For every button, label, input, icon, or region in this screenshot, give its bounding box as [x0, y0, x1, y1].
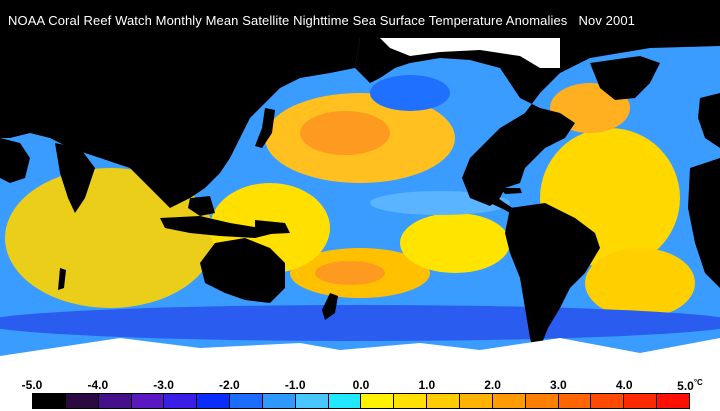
north-america	[355, 38, 720, 206]
ice-layer	[0, 38, 720, 372]
warm-anomaly-south-atlantic	[585, 248, 695, 318]
color-swatch	[459, 394, 493, 408]
sst-anomaly-map	[0, 38, 720, 372]
color-scale-bar	[32, 393, 690, 409]
africa-west	[688, 158, 720, 288]
tick-label-max: 5.0°C	[677, 378, 703, 393]
color-swatch	[394, 394, 428, 408]
color-swatch	[624, 394, 658, 408]
map-title: NOAA Coral Reef Watch Monthly Mean Satel…	[8, 13, 635, 28]
tick-label: -1.0	[284, 378, 306, 392]
color-swatch	[230, 394, 263, 408]
central-america	[470, 188, 520, 216]
title-bar: NOAA Coral Reef Watch Monthly Mean Satel…	[0, 0, 720, 38]
australia	[200, 238, 285, 303]
tick-value: 5.0	[677, 379, 694, 393]
tick-label: -3.0	[153, 378, 174, 392]
tick-label: -2.0	[219, 378, 240, 392]
indonesia	[160, 216, 275, 238]
cuba	[500, 188, 522, 194]
color-swatch	[131, 394, 165, 408]
borneo	[188, 196, 215, 216]
cold-anomaly-gulf-alaska	[370, 75, 450, 111]
india	[55, 143, 95, 213]
tick-label: 2.0	[484, 378, 501, 392]
tick-label: 4.0	[615, 378, 633, 392]
color-swatch	[33, 394, 66, 408]
tick-label: -5.0	[21, 378, 43, 392]
cold-anomaly-southern-ocean	[0, 305, 720, 341]
color-swatch	[558, 394, 592, 408]
color-swatch	[361, 394, 395, 408]
arctic-ice	[380, 38, 560, 68]
color-swatch	[591, 394, 625, 408]
greenland	[590, 56, 660, 100]
madagascar	[58, 268, 66, 290]
tick-label: 1.0	[418, 378, 436, 392]
color-swatch	[98, 394, 132, 408]
new-zealand	[322, 293, 338, 320]
new-guinea	[255, 220, 290, 234]
tick-unit: °C	[693, 378, 703, 387]
warm-anomaly-indian-ocean	[5, 168, 215, 308]
world-map	[0, 38, 720, 372]
asia	[0, 38, 360, 208]
land-layer	[0, 38, 720, 358]
hot-anomaly-south-pacific	[315, 261, 385, 285]
color-swatch	[197, 394, 231, 408]
tick-label: 0.0	[352, 378, 370, 392]
arabia	[0, 138, 30, 183]
warm-anomaly-east-pacific	[400, 213, 510, 273]
color-swatch	[164, 394, 198, 408]
tick-label: -4.0	[87, 378, 109, 392]
antarctica-ice	[0, 338, 720, 372]
hot-anomaly-north-pacific	[300, 111, 390, 155]
japan	[255, 108, 275, 148]
color-swatch	[492, 394, 526, 408]
color-swatch	[262, 394, 296, 408]
tick-label: 3.0	[550, 378, 567, 392]
color-swatch	[65, 394, 99, 408]
europe-west	[698, 93, 720, 148]
color-swatch	[427, 394, 460, 408]
south-america	[505, 203, 600, 358]
color-swatch	[328, 394, 362, 408]
color-swatch	[525, 394, 559, 408]
color-swatch	[657, 394, 689, 408]
color-swatch	[295, 394, 329, 408]
